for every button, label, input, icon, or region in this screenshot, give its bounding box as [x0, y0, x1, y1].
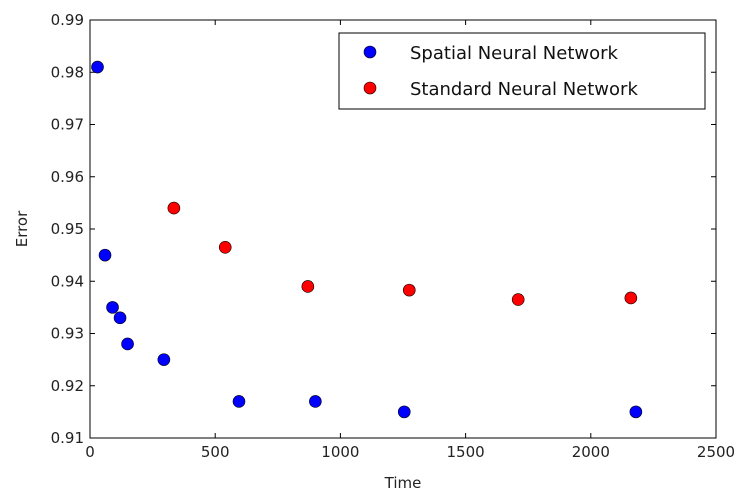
standard-point: [218, 240, 232, 254]
x-tick-label: 1000: [321, 443, 359, 461]
y-tick-label: 0.98: [51, 63, 84, 81]
standard-point: [624, 291, 638, 305]
x-tick-labels: 0 500 1000 1500 2000 2500: [85, 443, 735, 461]
y-tick-label: 0.96: [51, 168, 84, 186]
x-tick-label: 1500: [447, 443, 485, 461]
spatial-point: [629, 405, 643, 419]
standard-point: [301, 280, 315, 293]
y-tick-label: 0.93: [51, 325, 84, 343]
standard-point: [511, 293, 525, 306]
y-tick-labels: 0.91 0.92 0.93 0.94 0.95 0.96 0.97 0.98 0.99: [51, 11, 84, 447]
spatial-point: [106, 301, 119, 314]
spatial-point: [232, 395, 246, 408]
spatial-point: [121, 337, 134, 351]
y-tick-label: 0.92: [51, 377, 84, 395]
spatial-point: [113, 311, 127, 325]
spatial-point: [98, 248, 112, 262]
legend-label-standard: Standard Neural Network: [410, 79, 638, 100]
legend-marker-spatial: [363, 45, 377, 59]
spatial-point: [157, 353, 171, 366]
y-tick-label: 0.91: [51, 429, 84, 447]
y-axis-label: Error: [13, 210, 31, 247]
x-tick-label: 0: [85, 443, 95, 461]
legend-box: [338, 32, 706, 110]
x-tick-label: 2000: [572, 443, 610, 461]
standard-point: [402, 283, 416, 297]
x-axis-label: Time: [384, 474, 422, 492]
spatial-point: [91, 60, 104, 74]
plot-frame: [89, 19, 717, 439]
legend: Spatial Neural Network Standard Neural N…: [338, 32, 706, 110]
y-tick-label: 0.97: [51, 116, 84, 134]
x-tick-label: 500: [201, 443, 230, 461]
y-tick-label: 0.99: [51, 11, 84, 29]
spatial-point: [309, 395, 322, 408]
legend-label-spatial: Spatial Neural Network: [410, 43, 619, 64]
standard-point: [167, 201, 181, 215]
y-tick-label: 0.94: [51, 272, 84, 290]
legend-marker-standard: [363, 81, 377, 95]
data-points: [91, 60, 643, 419]
x-tick-label: 2500: [697, 443, 735, 461]
y-tick-label: 0.95: [51, 220, 84, 238]
spatial-point: [397, 405, 411, 419]
